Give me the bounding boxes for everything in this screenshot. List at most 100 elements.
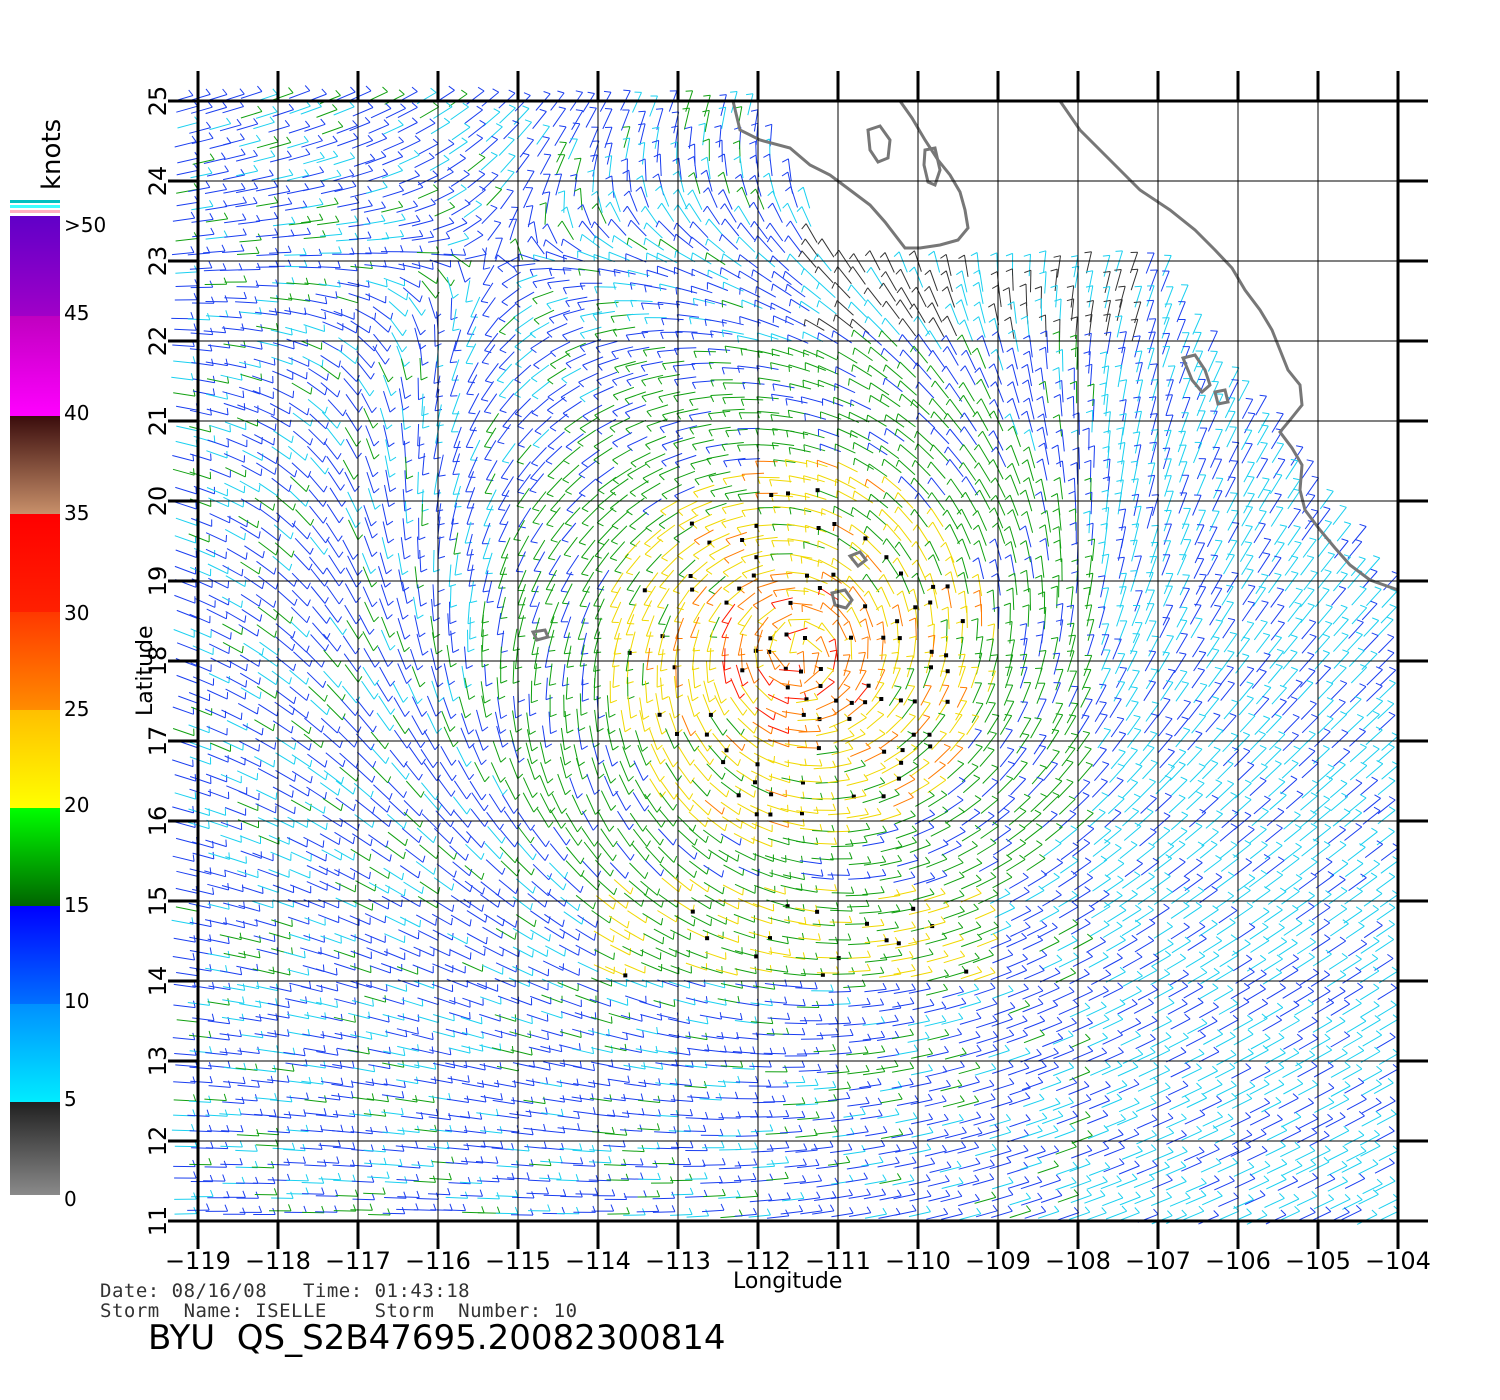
wind-vector: [463, 204, 482, 218]
wind-barb-tick: [605, 201, 611, 208]
wind-barb-tick: [1099, 382, 1107, 386]
wind-barb-tick: [304, 85, 311, 92]
wind-barb-tick: [988, 701, 996, 704]
wind-vector: [961, 508, 973, 529]
wind-barb-tick: [358, 633, 363, 640]
wind-barb-tick: [897, 444, 901, 452]
wind-barb-tick: [307, 599, 311, 607]
wind-vector: [1222, 619, 1236, 639]
wind-vector: [366, 471, 375, 494]
wind-barb-tick: [693, 554, 700, 560]
wind-barb-tick: [1006, 587, 1014, 592]
wind-vector: [581, 449, 600, 464]
wind-barb-tick: [209, 424, 212, 433]
wind-barb-tick: [1019, 302, 1027, 307]
wind-barb-tick: [691, 382, 696, 390]
wind-vector: [391, 332, 403, 353]
wind-barb-tick: [368, 325, 371, 333]
wind-vector: [318, 283, 341, 288]
wind-barb-tick: [1214, 489, 1223, 492]
wind-vector: [704, 110, 710, 133]
wind-barb-tick: [211, 296, 215, 304]
wind-vector: [1242, 586, 1256, 606]
wind-barb-tick: [641, 331, 646, 339]
wind-barb-tick: [1006, 363, 1013, 370]
wind-barb-tick: [957, 590, 965, 595]
wind-vector: [1120, 460, 1125, 483]
wind-barb-tick: [236, 118, 242, 126]
wind-vector: [225, 688, 246, 700]
wind-vector: [514, 333, 533, 348]
wind-barb-tick: [547, 409, 554, 415]
wind-vector: [1227, 461, 1239, 482]
wind-barb-tick: [253, 149, 258, 157]
wind-barb-tick: [1038, 314, 1046, 319]
wind-vector: [741, 186, 751, 208]
wind-vector: [1363, 620, 1380, 637]
wind-barb-tick: [1263, 652, 1271, 656]
wind-barb-tick: [597, 541, 605, 546]
wind-vector: [1176, 607, 1188, 628]
wind-barb-tick: [401, 346, 408, 353]
wind-vector: [484, 663, 487, 687]
wind-vector: [516, 474, 531, 493]
wind-vector: [898, 459, 916, 476]
wind-barb-tick: [406, 599, 414, 604]
wind-barb-tick: [288, 103, 294, 110]
wind-vector: [500, 155, 516, 173]
wind-vector: [560, 385, 581, 398]
wind-vector: [1107, 411, 1111, 434]
wind-barb-tick: [1034, 367, 1042, 372]
wind-barb-tick: [338, 227, 343, 235]
wind-barb-tick: [676, 684, 683, 688]
wind-vector: [932, 444, 949, 462]
wind-vector: [612, 402, 633, 412]
wind-barb-tick: [1102, 445, 1110, 449]
wind-vector: [718, 125, 722, 148]
wind-vector: [1150, 413, 1158, 436]
wind-barb-tick: [338, 360, 341, 368]
wind-barb-tick: [240, 182, 246, 190]
wind-vector: [383, 124, 404, 135]
wind-vector: [486, 580, 493, 603]
wind-barb-tick: [476, 134, 483, 139]
wind-barb-tick: [850, 399, 852, 407]
wind-barb-tick: [1132, 431, 1140, 434]
wind-barb-tick: [944, 524, 951, 530]
wind-vector: [1301, 621, 1317, 640]
wind-barb-tick: [1055, 558, 1062, 562]
wind-barb-tick: [737, 254, 741, 262]
wind-barb-tick: [253, 118, 259, 125]
wind-barb-tick: [1119, 399, 1127, 402]
wind-barb-tick: [878, 574, 884, 581]
wind-barb-tick: [1115, 315, 1123, 318]
wind-vector: [404, 470, 407, 493]
wind-vector: [1058, 619, 1064, 642]
wind-vector: [258, 482, 278, 497]
wind-barb-tick: [258, 566, 261, 575]
wind-vector: [768, 675, 789, 688]
wind-barb-tick: [1370, 650, 1378, 655]
wind-barb-tick: [477, 230, 484, 236]
wind-barb-tick: [532, 522, 540, 525]
wind-barb-tick: [272, 105, 278, 113]
wind-barb-tick: [1008, 572, 1015, 577]
wind-vector: [464, 677, 470, 700]
wind-vector: [443, 253, 466, 256]
wind-vector: [276, 512, 294, 528]
wind-barb-tick: [1019, 623, 1027, 626]
wind-vector: [238, 515, 258, 529]
wind-vector: [1061, 349, 1064, 372]
wind-barb-tick: [1309, 537, 1317, 541]
wind-barb-tick: [976, 378, 982, 385]
wind-vector: [1042, 458, 1048, 481]
wind-vector: [656, 108, 664, 130]
wind-barb-tick: [692, 603, 700, 607]
wind-barb-tick: [1339, 504, 1347, 508]
wind-barb-tick: [509, 238, 516, 244]
wind-vector: [365, 293, 386, 304]
wind-barb-tick: [1215, 539, 1223, 542]
wind-barb-tick: [1038, 650, 1047, 652]
wind-vector: [308, 368, 328, 381]
wind-barb-tick: [413, 149, 420, 156]
